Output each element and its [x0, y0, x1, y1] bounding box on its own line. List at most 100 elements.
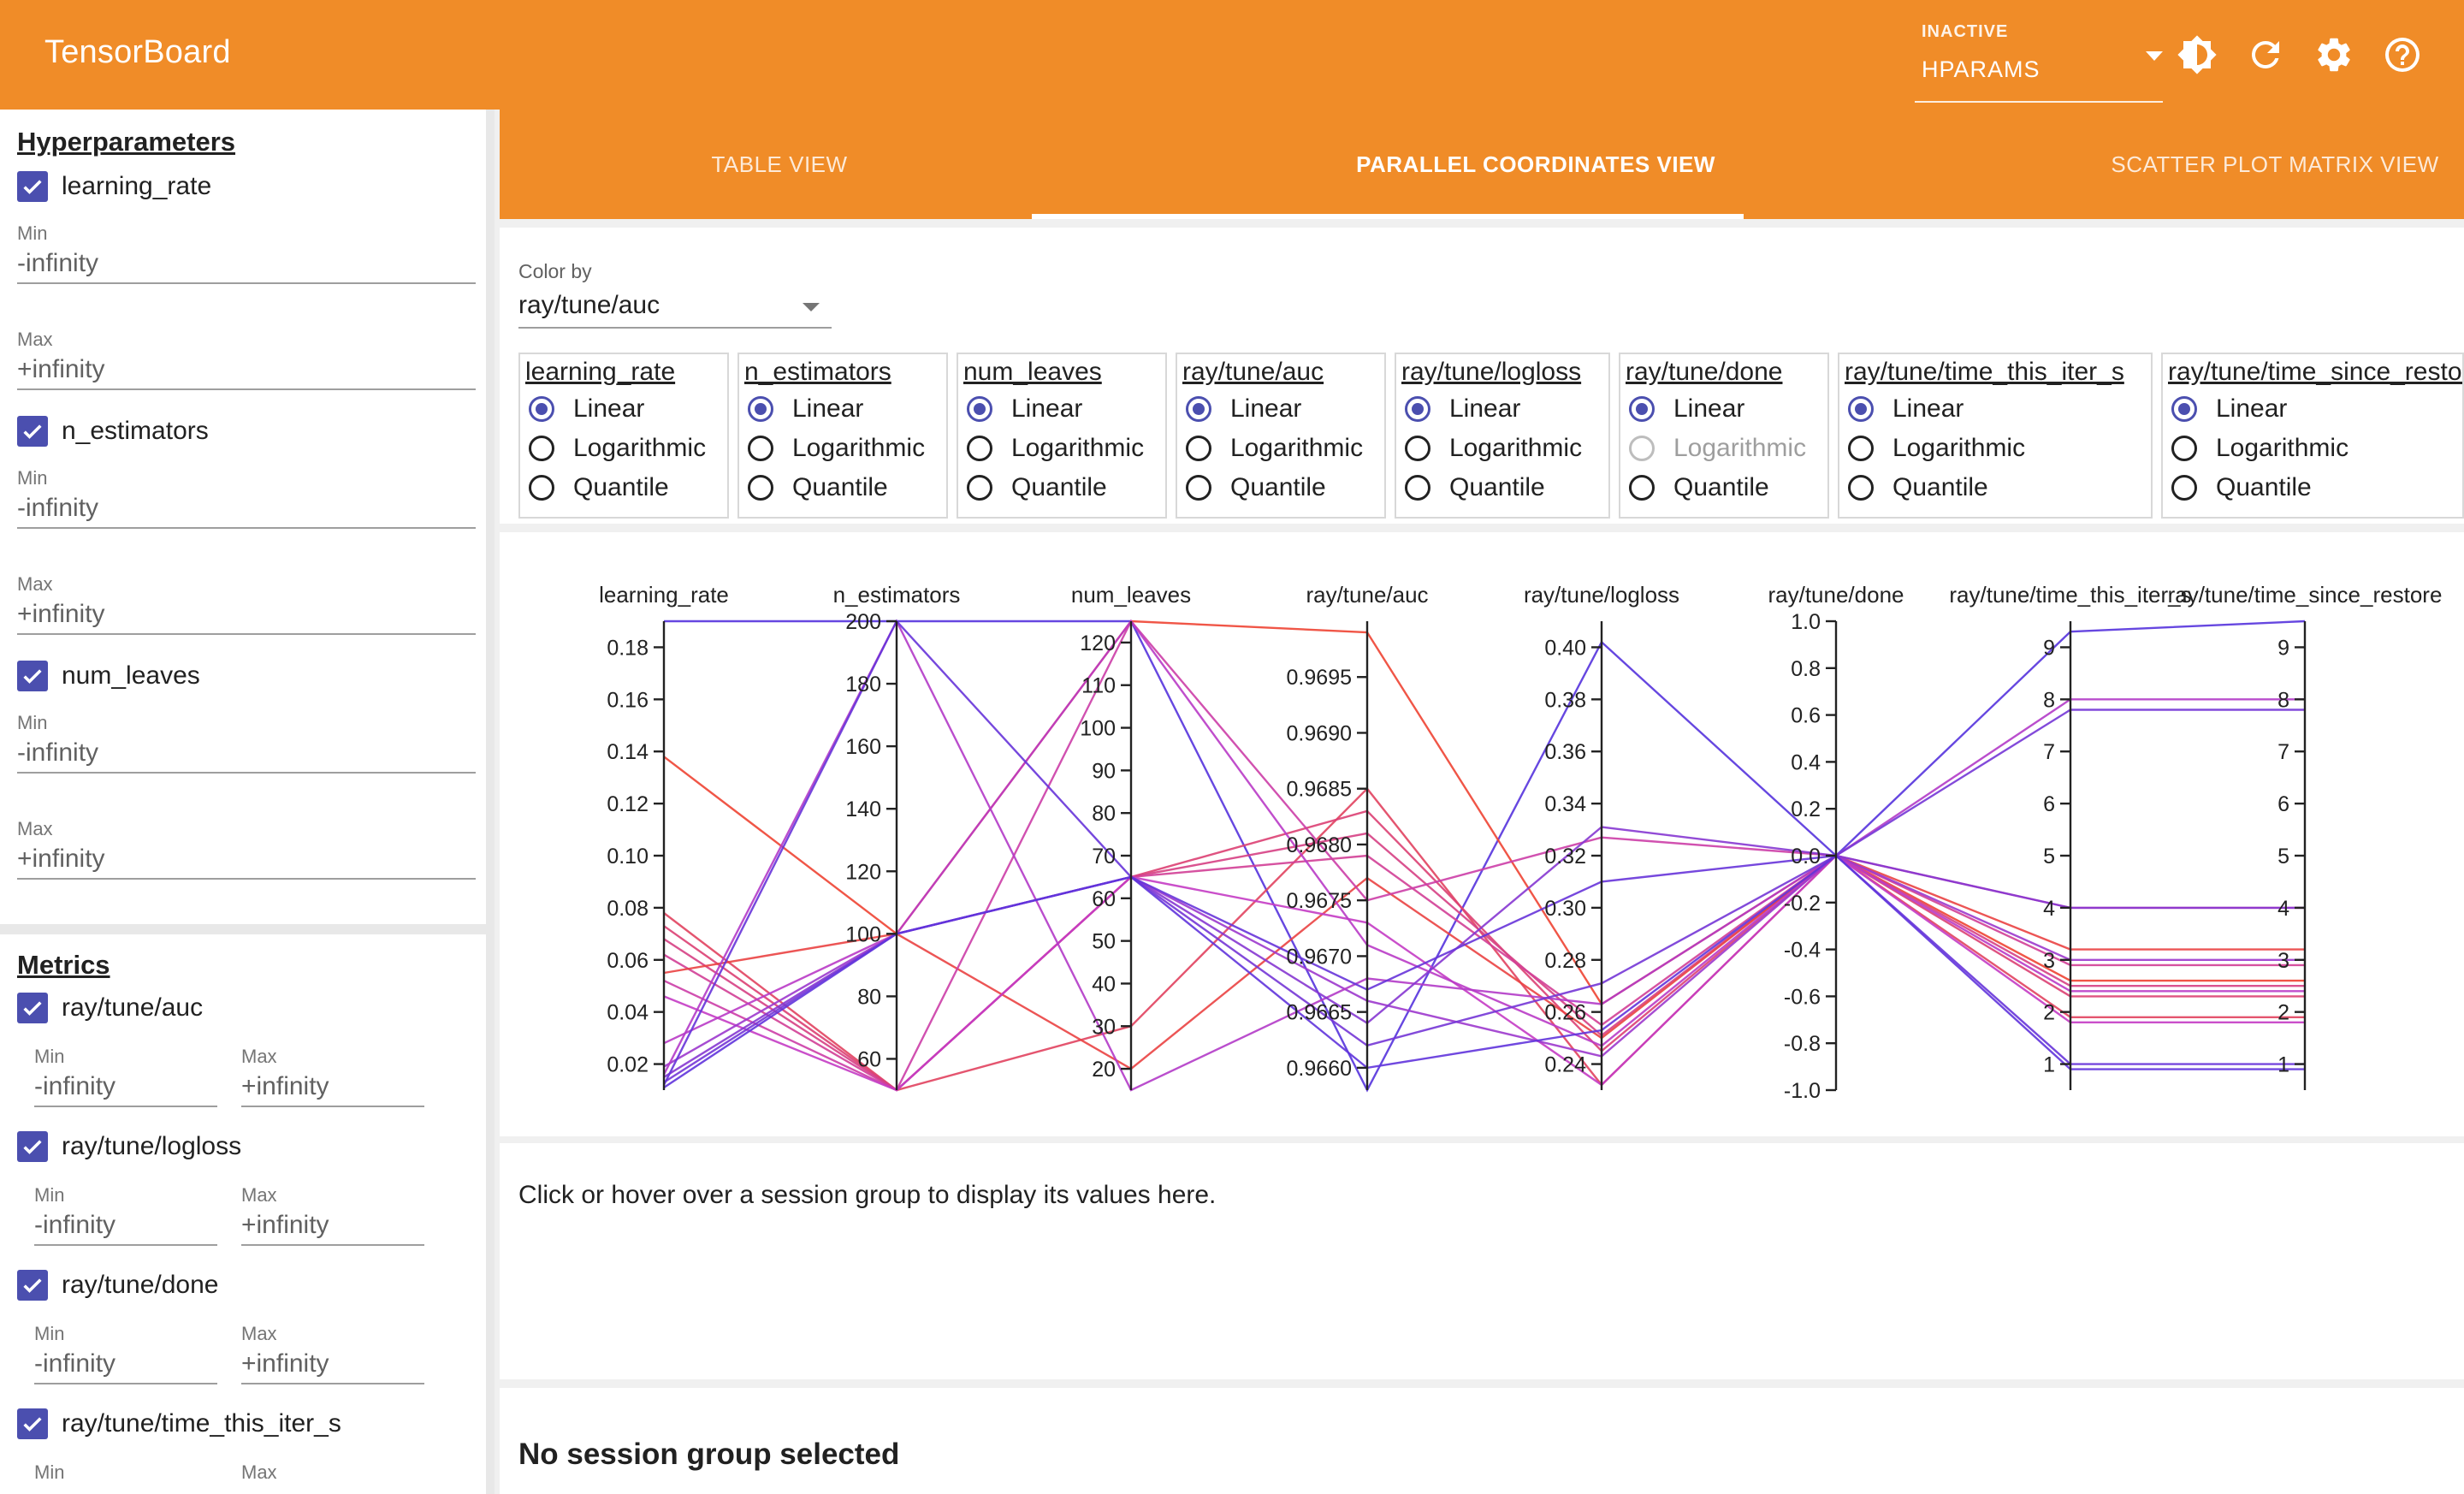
logloss-max-field[interactable]: Max	[241, 1184, 424, 1253]
scale-option-quantile[interactable]: Quantile	[967, 471, 1107, 505]
plugin-selector[interactable]: INACTIVE HPARAMS	[1915, 17, 2163, 103]
scale-option-quantile[interactable]: Quantile	[1848, 471, 1988, 505]
scale-option-logarithmic[interactable]: Logarithmic	[2171, 431, 2348, 465]
done-min-input[interactable]	[34, 1345, 217, 1384]
radio-unchecked-icon[interactable]	[1848, 475, 1874, 501]
num-leaves-max-input[interactable]	[17, 840, 476, 880]
scale-option-linear[interactable]: Linear	[967, 392, 1082, 426]
auc-max-input[interactable]	[241, 1068, 424, 1107]
radio-unchecked-icon[interactable]	[967, 475, 992, 501]
checkbox-checked-icon[interactable]	[17, 1270, 48, 1301]
done-min-field[interactable]: Min	[34, 1323, 217, 1391]
tab-scatter-plot-matrix-view[interactable]: SCATTER PLOT MATRIX VIEW	[2111, 151, 2439, 177]
scale-option-linear[interactable]: Linear	[1186, 392, 1301, 426]
scale-option-logarithmic[interactable]: Logarithmic	[1848, 431, 2025, 465]
tick-label: 110	[1081, 674, 1116, 698]
radio-checked-icon[interactable]	[967, 396, 992, 422]
auc-min-input[interactable]	[34, 1068, 217, 1107]
n-estimators-max-field[interactable]: Max	[17, 573, 476, 642]
scale-option-quantile[interactable]: Quantile	[529, 471, 669, 505]
color-by-select[interactable]: ray/tune/auc	[518, 286, 832, 329]
scale-option-logarithmic[interactable]: Logarithmic	[529, 431, 706, 465]
metric-time-this-iter-toggle[interactable]: ray/tune/time_this_iter_s	[17, 1407, 341, 1441]
time-this-iter-min-field[interactable]: Min	[34, 1461, 217, 1494]
checkbox-checked-icon[interactable]	[17, 661, 48, 691]
options-panel: Color by ray/tune/auc learning_rate Linea…	[500, 228, 2464, 524]
hparam-num-leaves-toggle[interactable]: num_leaves	[17, 659, 200, 693]
tab-table-view[interactable]: TABLE VIEW	[711, 151, 848, 177]
auc-min-field[interactable]: Min	[34, 1046, 217, 1114]
radio-unchecked-icon[interactable]	[1405, 436, 1430, 461]
scale-option-linear[interactable]: Linear	[1405, 392, 1520, 426]
learning-rate-max-field[interactable]: Max	[17, 329, 476, 397]
learning-rate-min-field[interactable]: Min	[17, 222, 476, 291]
scale-option-linear[interactable]: Linear	[1848, 392, 1964, 426]
logloss-min-input[interactable]	[34, 1206, 217, 1246]
radio-checked-icon[interactable]	[2171, 396, 2197, 422]
scale-option-linear[interactable]: Linear	[529, 392, 644, 426]
scale-option-logarithmic[interactable]: Logarithmic	[1405, 431, 1582, 465]
num-leaves-max-field[interactable]: Max	[17, 818, 476, 886]
metric-auc-toggle[interactable]: ray/tune/auc	[17, 991, 203, 1025]
checkbox-checked-icon[interactable]	[17, 416, 48, 447]
radio-unchecked-icon[interactable]	[529, 436, 554, 461]
radio-unchecked-icon[interactable]	[1405, 475, 1430, 501]
logloss-max-input[interactable]	[241, 1206, 424, 1246]
help-icon[interactable]	[2382, 34, 2423, 75]
checkbox-checked-icon[interactable]	[17, 1131, 48, 1162]
hparam-n-estimators-toggle[interactable]: n_estimators	[17, 414, 209, 448]
learning-rate-max-input[interactable]	[17, 351, 476, 390]
scale-option-logarithmic[interactable]: Logarithmic	[748, 431, 925, 465]
radio-unchecked-icon[interactable]	[748, 475, 773, 501]
done-max-field[interactable]: Max	[241, 1323, 424, 1391]
num-leaves-min-input[interactable]	[17, 734, 476, 774]
scale-option-quantile[interactable]: Quantile	[1629, 471, 1769, 505]
learning-rate-min-input[interactable]	[17, 245, 476, 284]
tab-parallel-coordinates-view[interactable]: PARALLEL COORDINATES VIEW	[1356, 151, 1715, 177]
scale-option-quantile[interactable]: Quantile	[1186, 471, 1326, 505]
scale-option-linear[interactable]: Linear	[1629, 392, 1744, 426]
settings-icon[interactable]	[2313, 34, 2354, 75]
tick-label: 200	[845, 610, 881, 634]
radio-unchecked-icon[interactable]	[967, 436, 992, 461]
auc-max-field[interactable]: Max	[241, 1046, 424, 1114]
radio-unchecked-icon[interactable]	[2171, 436, 2197, 461]
radio-unchecked-icon[interactable]	[1186, 475, 1211, 501]
time-this-iter-max-field[interactable]: Max	[241, 1461, 424, 1494]
n-estimators-min-field[interactable]: Min	[17, 467, 476, 536]
logloss-min-field[interactable]: Min	[34, 1184, 217, 1253]
checkbox-checked-icon[interactable]	[17, 171, 48, 202]
n-estimators-max-input[interactable]	[17, 596, 476, 635]
scale-option-quantile[interactable]: Quantile	[1405, 471, 1545, 505]
hparam-learning-rate-toggle[interactable]: learning_rate	[17, 169, 211, 204]
metric-done-toggle[interactable]: ray/tune/done	[17, 1268, 218, 1302]
radio-checked-icon[interactable]	[529, 396, 554, 422]
radio-unchecked-icon[interactable]	[748, 436, 773, 461]
scale-option-linear[interactable]: Linear	[748, 392, 863, 426]
radio-checked-icon[interactable]	[748, 396, 773, 422]
radio-unchecked-icon[interactable]	[1848, 436, 1874, 461]
n-estimators-min-input[interactable]	[17, 489, 476, 529]
scale-option-logarithmic[interactable]: Logarithmic	[1186, 431, 1363, 465]
num-leaves-min-field[interactable]: Min	[17, 712, 476, 780]
brightness-icon[interactable]	[2177, 34, 2218, 75]
plugin-current-value: HPARAMS	[1922, 56, 2040, 82]
done-max-input[interactable]	[241, 1345, 424, 1384]
radio-unchecked-icon[interactable]	[529, 475, 554, 501]
scale-option-quantile[interactable]: Quantile	[2171, 471, 2312, 505]
scale-option-quantile[interactable]: Quantile	[748, 471, 888, 505]
checkbox-checked-icon[interactable]	[17, 1408, 48, 1439]
radio-checked-icon[interactable]	[1405, 396, 1430, 422]
radio-checked-icon[interactable]	[1848, 396, 1874, 422]
radio-checked-icon[interactable]	[1629, 396, 1655, 422]
checkbox-checked-icon[interactable]	[17, 993, 48, 1023]
scale-option-logarithmic[interactable]: Logarithmic	[967, 431, 1144, 465]
radio-unchecked-icon[interactable]	[2171, 475, 2197, 501]
radio-unchecked-icon[interactable]	[1629, 475, 1655, 501]
refresh-icon[interactable]	[2245, 34, 2286, 75]
metric-logloss-toggle[interactable]: ray/tune/logloss	[17, 1129, 241, 1164]
parallel-coordinates-chart[interactable]: learning_rate0.180.160.140.120.100.080.0…	[500, 532, 2464, 1136]
scale-option-linear[interactable]: Linear	[2171, 392, 2287, 426]
radio-unchecked-icon[interactable]	[1186, 436, 1211, 461]
radio-checked-icon[interactable]	[1186, 396, 1211, 422]
